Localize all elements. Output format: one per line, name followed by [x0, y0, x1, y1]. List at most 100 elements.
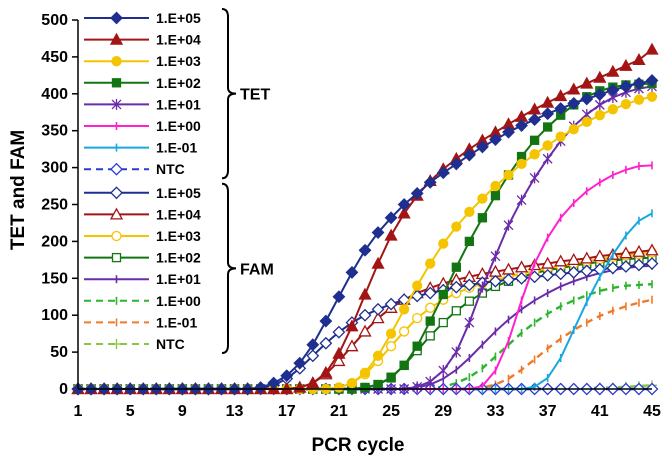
data-point: [567, 96, 581, 110]
data-point: [438, 365, 449, 377]
y-tick-label: 0: [59, 381, 68, 398]
legend: 1.E+05 1.E+04 1.E+03 1.E+02 1.E+01 1.E+00 1.E-…: [80, 6, 274, 354]
data-point: [410, 187, 424, 200]
data-point: [529, 135, 540, 145]
data-point: [607, 104, 619, 115]
data-point: [633, 94, 645, 105]
data-point: [514, 260, 529, 273]
data-point: [555, 131, 566, 142]
data-point: [580, 251, 594, 264]
data-point: [358, 324, 372, 337]
legend-marker: [111, 252, 122, 263]
data-point: [515, 119, 528, 132]
legend-marker: [109, 207, 124, 220]
x-axis-title: PCR cycle: [312, 435, 405, 456]
data-point: [593, 88, 607, 101]
data-point: [359, 367, 371, 378]
data-point: [475, 140, 489, 154]
data-point: [373, 379, 383, 390]
group-label-fam: FAM: [240, 261, 274, 278]
x-tick-label: 45: [643, 403, 661, 420]
data-point: [567, 253, 581, 266]
x-tick-label: 5: [126, 403, 135, 420]
legend-label: 1.E+01: [156, 96, 201, 112]
legend-label: 1.E+00: [156, 118, 201, 134]
data-point: [542, 153, 553, 165]
data-point: [451, 221, 462, 232]
legend-marker: [110, 11, 123, 25]
data-point: [464, 206, 475, 218]
legend-item: 1.E+04: [84, 32, 201, 48]
data-point: [332, 346, 346, 359]
data-point: [529, 149, 540, 160]
data-point: [332, 354, 346, 367]
data-point: [345, 339, 359, 352]
legend-marker: [111, 339, 122, 349]
data-point: [319, 336, 333, 350]
data-point: [358, 243, 372, 257]
data-point: [632, 53, 646, 66]
legend-item: 1.E+05: [84, 10, 201, 26]
data-point: [462, 278, 476, 292]
legend-label: NTC: [156, 336, 185, 352]
data-point: [632, 244, 646, 257]
data-point: [489, 133, 502, 146]
data-point: [451, 262, 461, 272]
x-tick-label: 17: [278, 403, 296, 420]
legend-item: NTC: [84, 161, 185, 177]
x-tick-label: 37: [539, 403, 557, 420]
legend-marker: [111, 98, 122, 110]
data-point: [371, 226, 385, 239]
legend-item: 1.E+01: [84, 96, 201, 112]
series-line: [78, 283, 653, 391]
data-point: [464, 296, 475, 306]
data-point: [554, 102, 568, 115]
data-point: [645, 243, 659, 256]
data-point: [580, 76, 594, 89]
data-point: [619, 80, 633, 93]
data-point: [438, 289, 448, 300]
data-point: [516, 194, 527, 206]
legend-item: 1.E+00: [84, 293, 201, 309]
data-point: [254, 381, 268, 394]
data-point: [645, 74, 659, 87]
data-point: [542, 122, 553, 132]
data-point: [528, 113, 542, 127]
data-point: [412, 280, 423, 291]
data-point: [371, 302, 385, 316]
data-point: [568, 124, 579, 135]
group-brace-tet: [221, 8, 237, 180]
data-point: [593, 249, 607, 262]
data-point: [358, 287, 372, 300]
y-tick-label: 500: [41, 12, 68, 29]
data-point: [384, 297, 398, 311]
data-point: [581, 116, 592, 127]
data-point: [371, 256, 385, 269]
y-axis-ticks: 0 50 100 150 200 250 300 350 400 450 500: [41, 12, 78, 398]
data-point: [438, 238, 449, 249]
data-point: [319, 314, 333, 328]
legend-background: [80, 6, 230, 348]
data-point: [332, 290, 346, 304]
data-point: [464, 317, 475, 329]
legend-marker: [109, 32, 124, 45]
data-point: [451, 346, 462, 358]
x-tick-label: 25: [382, 403, 400, 420]
data-point: [423, 175, 437, 189]
data-point: [332, 325, 346, 339]
data-point: [345, 319, 359, 332]
data-point: [346, 377, 358, 389]
data-point: [425, 258, 436, 269]
legend-item: NTC: [84, 336, 185, 352]
data-point: [397, 198, 411, 211]
x-tick-label: 9: [178, 403, 187, 420]
data-point: [397, 206, 411, 219]
data-point: [490, 180, 501, 192]
data-point: [306, 338, 320, 352]
data-point: [425, 331, 435, 341]
data-point: [541, 95, 555, 108]
legend-label: 1.E+05: [156, 10, 201, 26]
data-point: [412, 341, 422, 351]
legend-item: 1.E+04: [84, 206, 201, 222]
